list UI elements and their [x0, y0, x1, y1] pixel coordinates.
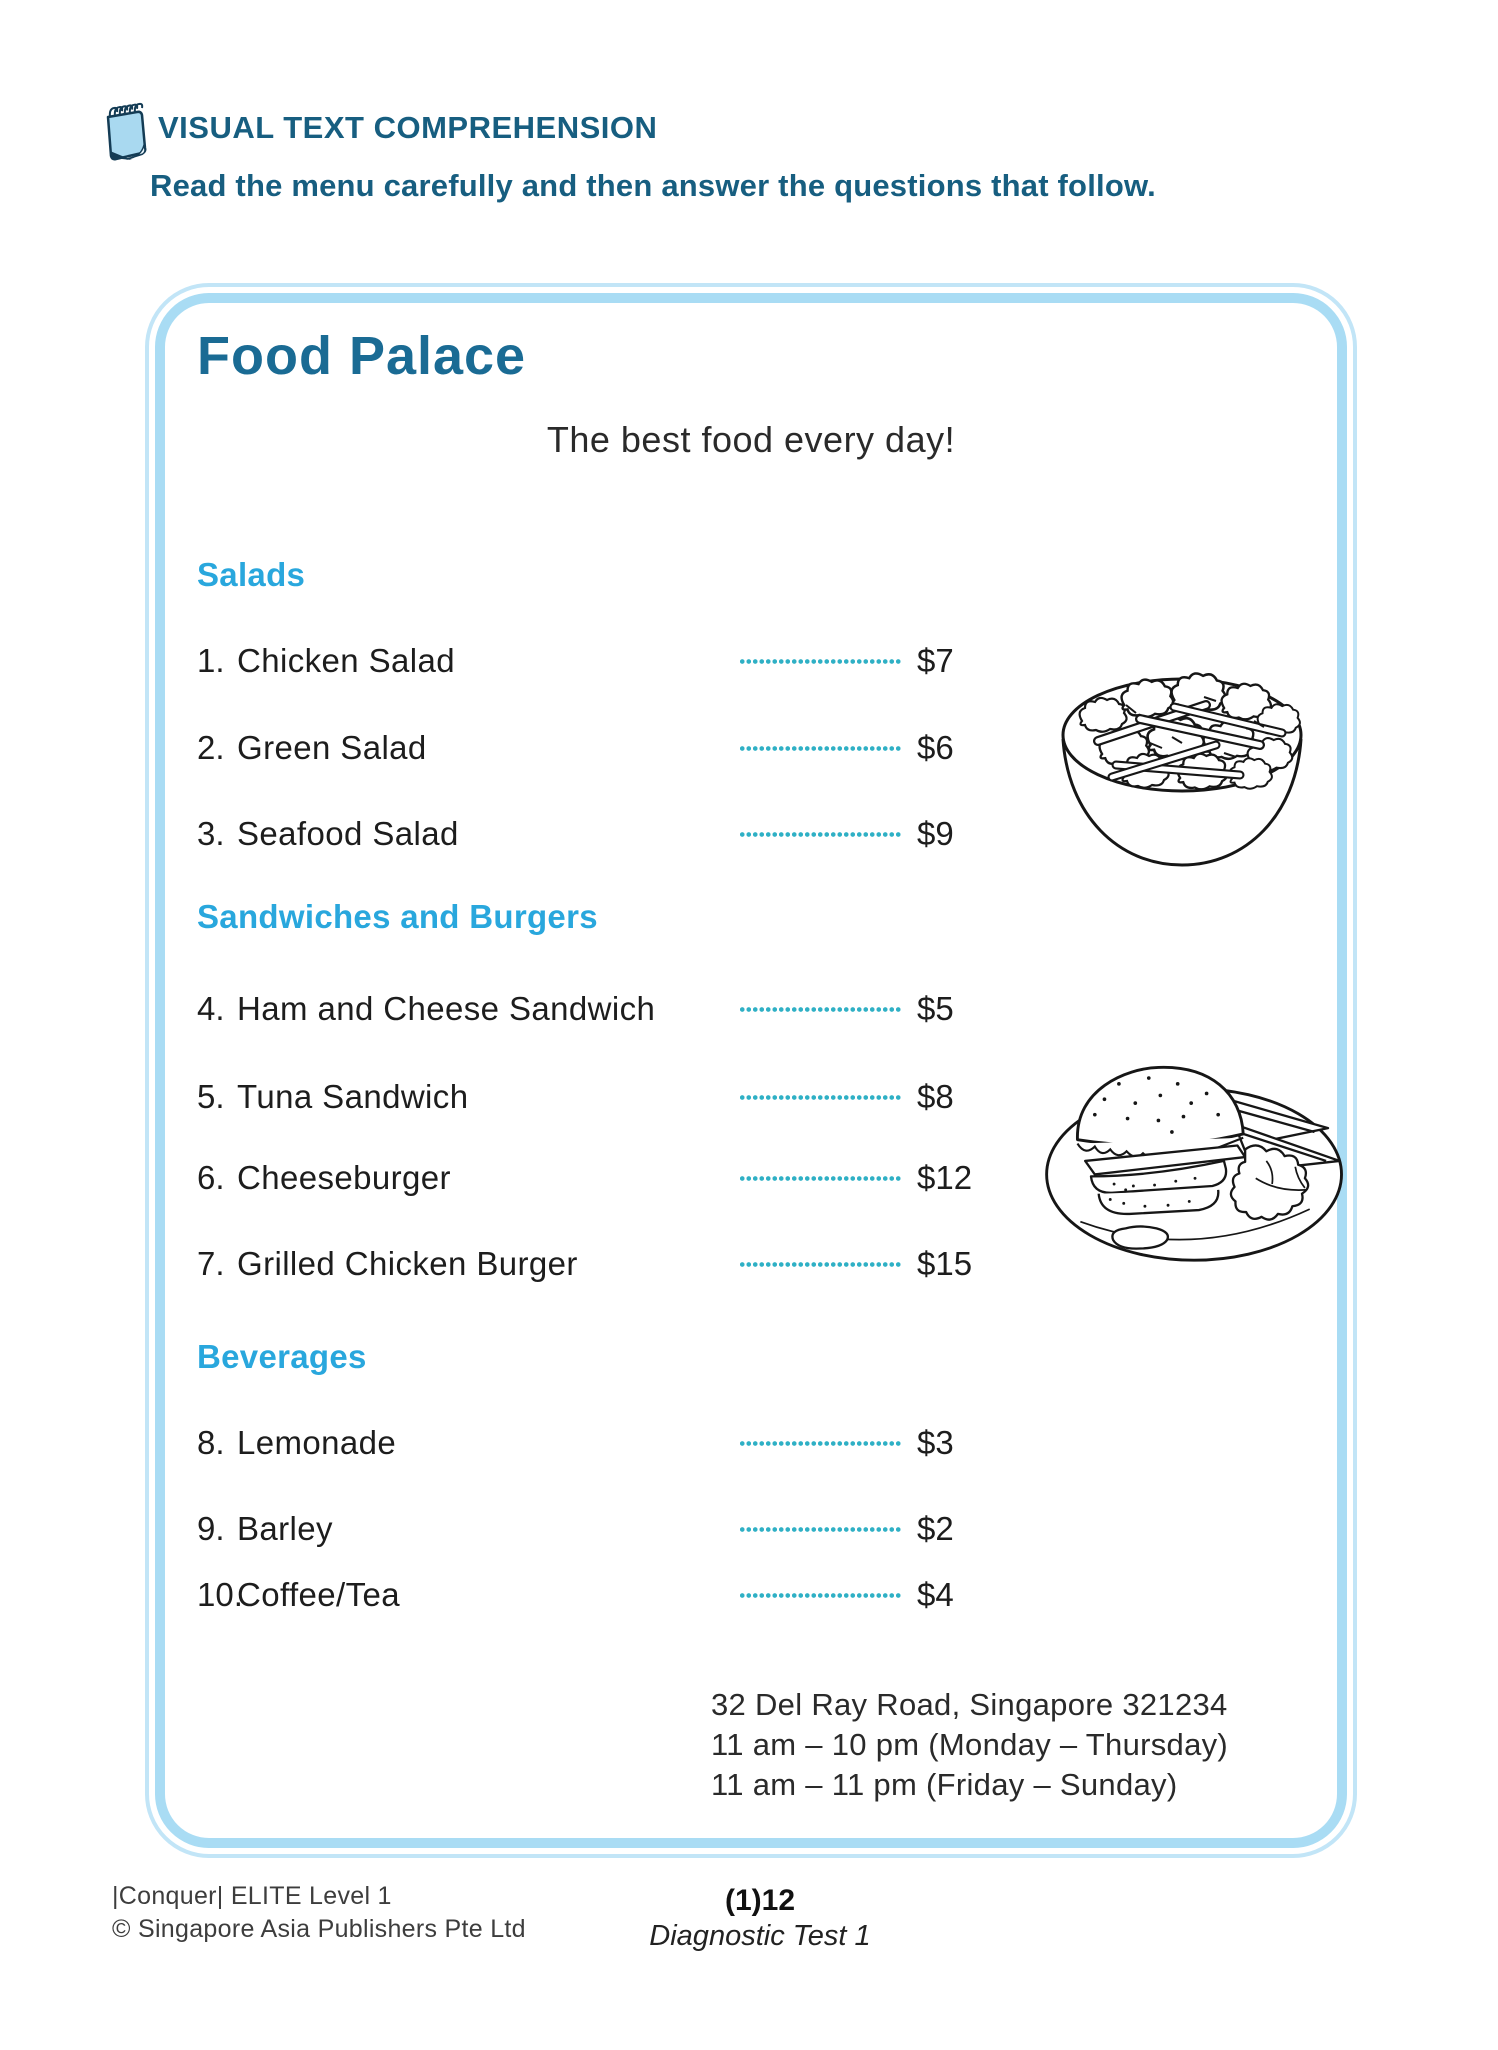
menu-card: Food Palace The best food every day! Sal… — [145, 283, 1357, 1858]
item-name: Chicken Salad — [237, 642, 455, 679]
notepad-icon — [106, 102, 147, 161]
menu-item-row: 9. Barley $2 — [149, 1512, 1353, 1556]
dotted-leader — [739, 1592, 901, 1599]
item-number: 5. — [197, 1078, 225, 1115]
test-label: Diagnostic Test 1 — [649, 1920, 871, 1952]
menu-item-row: 10. Coffee/Tea $4 — [149, 1578, 1353, 1622]
item-name: Green Salad — [237, 729, 427, 766]
footer-page-info: (1)12 Diagnostic Test 1 — [590, 1884, 930, 1954]
item-price: $2 — [917, 1510, 954, 1547]
menu-item-row: 5. Tuna Sandwich $8 — [149, 1080, 1353, 1124]
item-price: $15 — [917, 1245, 973, 1282]
item-number: 6. — [197, 1159, 225, 1196]
series-label: |Conquer| ELITE Level 1 — [112, 1882, 392, 1910]
menu-item-row: 2. Green Salad $6 — [149, 731, 1353, 775]
section-heading-salads: Salads — [197, 556, 306, 593]
item-price: $5 — [917, 990, 954, 1027]
dotted-leader — [739, 1006, 901, 1013]
instruction-text: Read the menu carefully and then answer … — [150, 168, 1156, 203]
item-number: 4. — [197, 990, 225, 1027]
menu-item-row: 3. Seafood Salad $9 — [149, 817, 1353, 861]
menu-card-inner-border — [155, 293, 1347, 1848]
dotted-leader — [739, 1261, 901, 1268]
item-name: Tuna Sandwich — [237, 1078, 469, 1115]
item-name: Grilled Chicken Burger — [237, 1245, 578, 1282]
dotted-leader — [739, 831, 901, 838]
dotted-leader — [739, 1526, 901, 1533]
item-number: 1. — [197, 642, 225, 679]
item-number: 2. — [197, 729, 225, 766]
footer-imprint: |Conquer| ELITE Level 1 © Singapore Asia… — [112, 1880, 526, 1946]
burger-plate-illustration — [1045, 1066, 1343, 1262]
item-name: Cheeseburger — [237, 1159, 451, 1196]
section-heading-sandwiches: Sandwiches and Burgers — [197, 898, 598, 935]
page-number: (1)12 — [724, 1884, 796, 1917]
menu-item-row: 8. Lemonade $3 — [149, 1426, 1353, 1470]
section-title: VISUAL TEXT COMPREHENSION — [158, 110, 658, 145]
item-number: 8. — [197, 1424, 225, 1461]
hours-line: 11 am – 10 pm (Monday – Thursday) — [711, 1727, 1229, 1762]
item-price: $4 — [917, 1576, 954, 1613]
item-price: $7 — [917, 642, 954, 679]
dotted-leader — [739, 1094, 901, 1101]
item-price: $12 — [917, 1159, 973, 1196]
section-heading-beverages: Beverages — [197, 1338, 367, 1375]
menu-item-row: 1. Chicken Salad $7 — [149, 644, 1353, 688]
item-price: $8 — [917, 1078, 954, 1115]
item-name: Coffee/Tea — [237, 1576, 401, 1613]
menu-item-row: 7. Grilled Chicken Burger $15 — [149, 1247, 1353, 1291]
menu-item-row: 6. Cheeseburger $12 — [149, 1161, 1353, 1205]
tagline: The best food every day! — [546, 419, 956, 460]
item-number: 3. — [197, 815, 225, 852]
item-name: Ham and Cheese Sandwich — [237, 990, 656, 1027]
item-number: 9. — [197, 1510, 225, 1547]
item-name: Barley — [237, 1510, 333, 1547]
item-number: 7. — [197, 1245, 225, 1282]
item-price: $3 — [917, 1424, 954, 1461]
item-name: Lemonade — [237, 1424, 397, 1461]
dotted-leader — [739, 1175, 901, 1182]
restaurant-name: Food Palace — [197, 326, 527, 386]
address-line: 32 Del Ray Road, Singapore 321234 — [711, 1687, 1228, 1722]
address-block: 32 Del Ray Road, Singapore 321234 11 am … — [711, 1685, 1228, 1805]
item-price: $6 — [917, 729, 954, 766]
item-number: 10. — [197, 1576, 243, 1613]
item-name: Seafood Salad — [237, 815, 459, 852]
dotted-leader — [739, 1440, 901, 1447]
item-price: $9 — [917, 815, 954, 852]
dotted-leader — [739, 658, 901, 665]
menu-item-row: 4. Ham and Cheese Sandwich $5 — [149, 992, 1353, 1036]
salad-bowl-illustration — [1061, 672, 1303, 867]
hours-line: 11 am – 11 pm (Friday – Sunday) — [711, 1767, 1178, 1802]
publisher-label: © Singapore Asia Publishers Pte Ltd — [112, 1915, 526, 1943]
dotted-leader — [739, 745, 901, 752]
